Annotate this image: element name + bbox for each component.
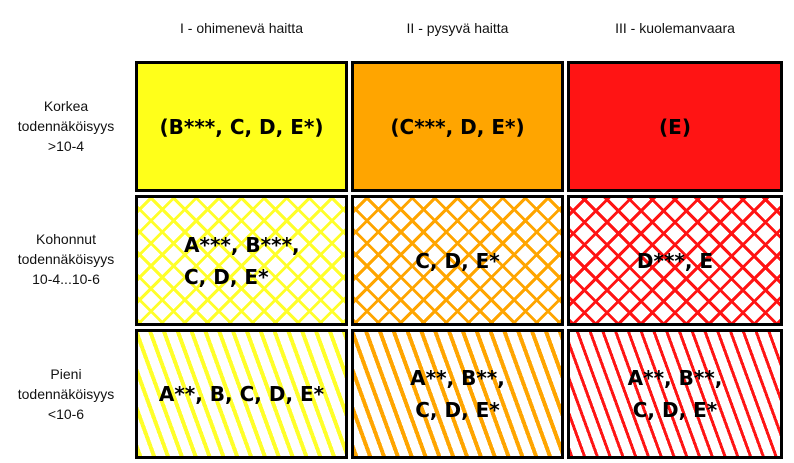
cell-text: A**, B**, bbox=[627, 366, 723, 390]
matrix-cell-low-transient: A**, B, C, D, E* bbox=[135, 329, 348, 459]
cell-text: A**, B**, bbox=[410, 366, 505, 390]
row-header-line: Kohonnut bbox=[36, 231, 96, 247]
row-header-line: >10-4 bbox=[47, 138, 85, 154]
row-header-line: <10-6 bbox=[47, 406, 85, 422]
cell-text: (C***, D, E*) bbox=[390, 114, 525, 139]
row-header-low: Pieni todennäköisyys <10-6 bbox=[0, 364, 132, 424]
cell-text: C, D, E* bbox=[415, 398, 500, 422]
row-header-high: Korkea todennäköisyys >10-4 bbox=[0, 96, 132, 156]
matrix-cell-elevated-lethal: D***, E bbox=[567, 195, 783, 326]
row-header-line: Pieni bbox=[50, 366, 82, 382]
row-header-line: todennäköisyys bbox=[17, 251, 115, 267]
row-header-line: todennäköisyys bbox=[17, 118, 115, 134]
column-header-3: III - kuolemanvaara bbox=[615, 20, 735, 36]
row-header-line: 10-4...10-6 bbox=[32, 271, 100, 287]
matrix-cell-low-permanent: A**, B**, C, D, E* bbox=[351, 329, 564, 459]
cell-text: D***, E bbox=[636, 248, 714, 273]
cell-text: (B***, C, D, E*) bbox=[159, 114, 324, 139]
matrix-cell-high-lethal: (E) bbox=[567, 61, 783, 192]
row-header-elevated: Kohonnut todennäköisyys 10-4...10-6 bbox=[0, 229, 132, 289]
cell-text: C, D, E* bbox=[184, 264, 269, 289]
column-header-2: II - pysyvä haitta bbox=[406, 20, 509, 36]
cell-text: A***, B***, bbox=[184, 232, 300, 257]
matrix-cell-elevated-permanent: C, D, E* bbox=[351, 195, 564, 326]
matrix-cell-high-transient: (B***, C, D, E*) bbox=[135, 61, 348, 192]
matrix-cell-low-lethal: A**, B**, C, D, E* bbox=[567, 329, 783, 459]
column-header-1: I - ohimenevä haitta bbox=[180, 20, 303, 36]
cell-text: C, D, E* bbox=[632, 398, 718, 422]
cell-text: (E) bbox=[659, 114, 691, 139]
matrix-cell-high-permanent: (C***, D, E*) bbox=[351, 61, 564, 192]
cell-text: A**, B, C, D, E* bbox=[158, 382, 325, 406]
row-header-line: Korkea bbox=[43, 98, 89, 114]
cell-text: C, D, E* bbox=[415, 248, 500, 273]
row-header-line: todennäköisyys bbox=[17, 386, 115, 402]
matrix-cell-elevated-transient: A***, B***, C, D, E* bbox=[135, 195, 348, 326]
